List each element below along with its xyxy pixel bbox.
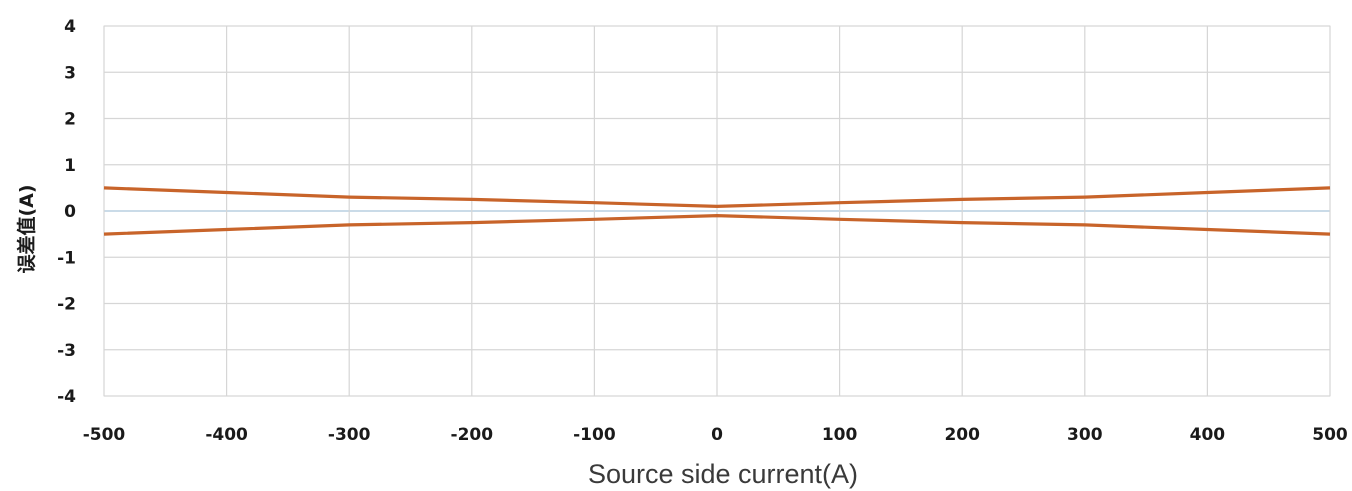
x-axis-title: Source side current(A) <box>588 459 858 489</box>
series-lines <box>103 186 1331 236</box>
x-tick-label: -300 <box>328 425 371 445</box>
y-tick-label: 0 <box>64 202 76 222</box>
series-line-1 <box>103 186 1331 208</box>
y-tick-label: -4 <box>57 387 76 407</box>
y-tick-label: 3 <box>64 63 76 83</box>
y-axis-title: 误差值(A) <box>15 184 38 273</box>
x-tick-label: -100 <box>573 425 616 445</box>
vertical-gridlines <box>103 26 1331 396</box>
x-tick-label: -500 <box>83 425 126 445</box>
x-tick-label: -400 <box>205 425 248 445</box>
x-tick-label: 0 <box>711 425 723 445</box>
x-tick-label: -200 <box>451 425 494 445</box>
y-tick-label: 1 <box>64 156 76 176</box>
x-tick-labels: -500 -400 -300 -200 -100 0 100 200 300 400 500 <box>83 425 1348 445</box>
y-tick-label: 4 <box>64 17 76 37</box>
y-tick-label: 2 <box>64 110 76 130</box>
y-tick-label: -3 <box>57 341 76 361</box>
y-tick-label: -2 <box>57 295 76 315</box>
series-line-2 <box>103 214 1331 236</box>
x-tick-label: 200 <box>944 425 980 445</box>
x-tick-label: 400 <box>1190 425 1226 445</box>
x-tick-label: 500 <box>1312 425 1348 445</box>
x-tick-label: 300 <box>1067 425 1103 445</box>
x-tick-label: 100 <box>822 425 858 445</box>
y-tick-label: -1 <box>57 248 76 268</box>
y-tick-labels: 4 3 2 1 0 -1 -2 -3 -4 <box>57 17 76 407</box>
